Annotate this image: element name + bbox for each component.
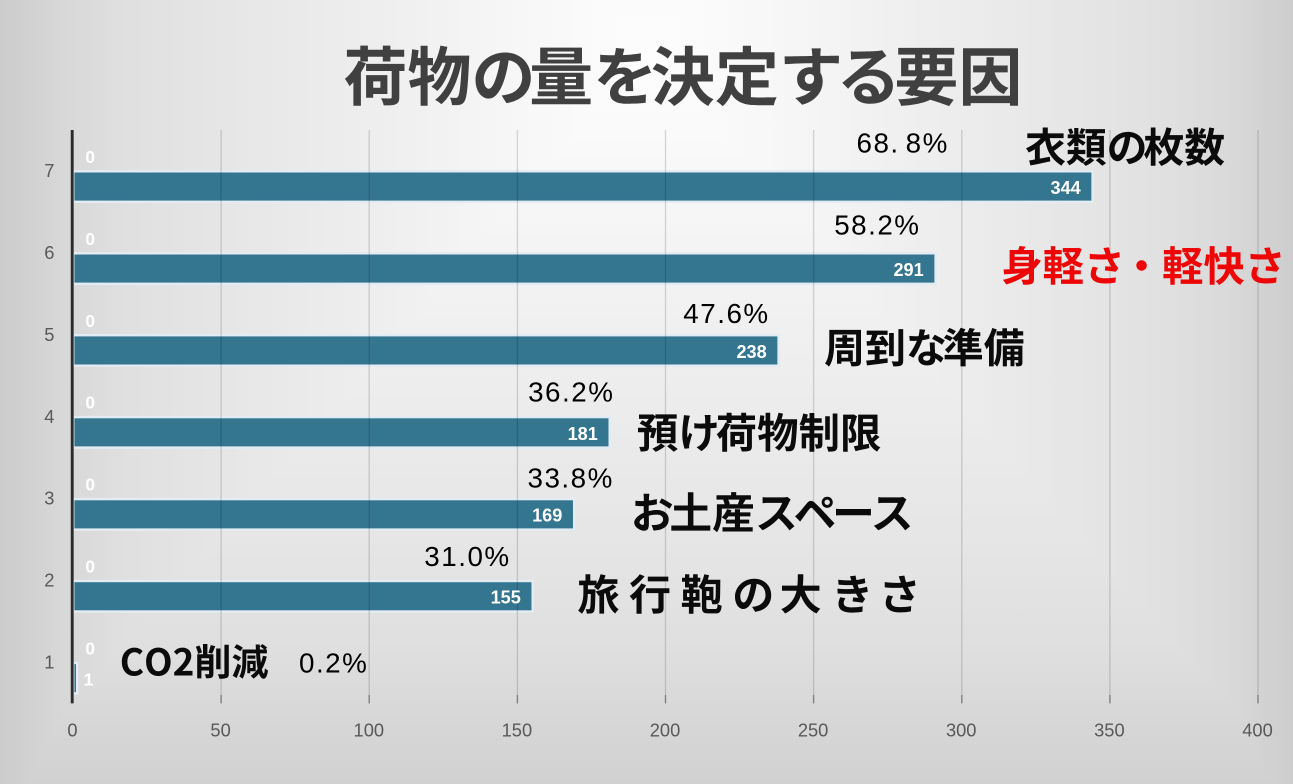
svg-text:31.0%: 31.0% — [424, 541, 510, 572]
svg-text:1: 1 — [84, 669, 94, 689]
svg-text:100: 100 — [354, 720, 385, 741]
svg-text:350: 350 — [1094, 720, 1125, 741]
svg-text:200: 200 — [650, 720, 681, 741]
svg-text:1: 1 — [44, 652, 54, 673]
svg-text:0: 0 — [85, 229, 95, 249]
svg-text:47.6%: 47.6% — [683, 298, 769, 329]
svg-text:4: 4 — [44, 406, 54, 427]
svg-text:68.8%: 68. 8% — [857, 127, 949, 158]
svg-text:0: 0 — [85, 639, 95, 659]
svg-text:291: 291 — [893, 260, 923, 280]
svg-text:169: 169 — [532, 506, 562, 526]
svg-text:2: 2 — [44, 570, 54, 591]
svg-text:181: 181 — [568, 424, 598, 444]
svg-text:0: 0 — [85, 557, 95, 577]
svg-text:7: 7 — [44, 160, 54, 181]
svg-text:0: 0 — [85, 147, 95, 167]
svg-text:36.2%: 36.2% — [528, 376, 614, 407]
svg-text:33.8%: 33.8% — [528, 462, 614, 493]
svg-text:5: 5 — [44, 324, 54, 345]
svg-text:6: 6 — [44, 242, 54, 263]
svg-text:238: 238 — [736, 342, 766, 362]
svg-text:58.2%: 58.2% — [834, 210, 920, 241]
svg-text:400: 400 — [1242, 720, 1273, 741]
svg-text:3: 3 — [44, 488, 54, 509]
svg-text:0.2%: 0.2% — [299, 647, 368, 678]
svg-text:344: 344 — [1050, 178, 1080, 198]
svg-text:50: 50 — [210, 720, 230, 741]
svg-text:0: 0 — [85, 311, 95, 331]
svg-text:150: 150 — [502, 720, 533, 741]
svg-text:0: 0 — [85, 393, 95, 413]
svg-text:0: 0 — [85, 475, 95, 495]
svg-text:250: 250 — [798, 720, 829, 741]
svg-text:300: 300 — [946, 720, 977, 741]
svg-text:0: 0 — [67, 720, 77, 741]
svg-text:155: 155 — [491, 588, 521, 608]
